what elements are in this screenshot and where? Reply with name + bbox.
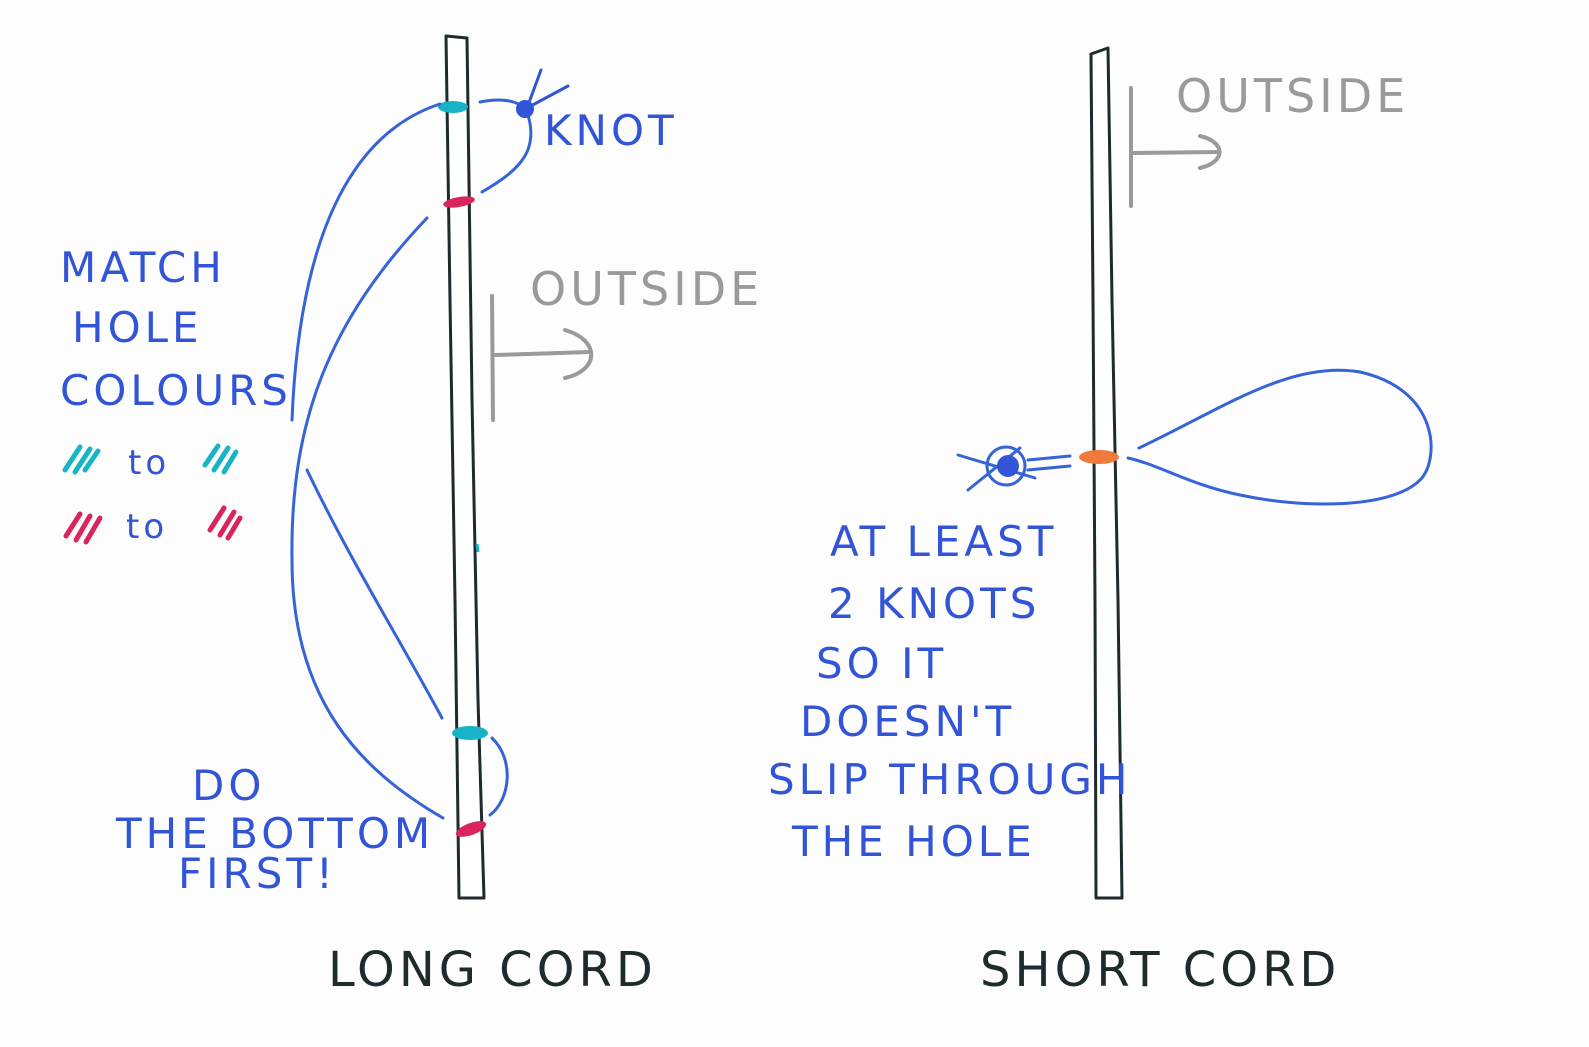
bottom-note-line-3: FIRST! <box>178 849 337 898</box>
short-cord-label: SHORT CORD <box>980 942 1340 998</box>
short-note-line-4: DOESN'T <box>800 697 1015 746</box>
knot-label: KNOT <box>544 106 678 155</box>
instruction-line-3: COLOURS <box>60 366 292 415</box>
instruction-line-1: MATCH <box>60 243 226 292</box>
top-teal-hole <box>438 101 468 113</box>
short-knot-dot <box>997 455 1019 477</box>
legend-swatches <box>62 443 243 545</box>
top-red-hole <box>443 196 475 208</box>
short-pole <box>1089 46 1124 900</box>
red-swatch-right <box>207 505 243 541</box>
teal-swatch-left <box>62 444 101 475</box>
tiny-teal-mark <box>475 543 480 553</box>
red-swatch-left <box>63 511 103 545</box>
bottom-note-line-2: THE BOTTOM <box>115 809 434 858</box>
short-outside-arrow <box>1129 86 1222 208</box>
long-cord-label: LONG CORD <box>328 942 657 998</box>
short-note-line-3: SO IT <box>816 639 947 688</box>
teal-swatch-right <box>202 443 239 475</box>
short-note-line-2: 2 KNOTS <box>828 579 1040 628</box>
bottom-note-line-1: DO <box>192 761 265 810</box>
legend-to-teal: to <box>128 443 170 483</box>
orange-hole <box>1079 450 1119 464</box>
knot-dot <box>516 100 534 118</box>
instruction-line-2: HOLE <box>72 303 203 352</box>
long-cord-diagram <box>290 34 594 900</box>
long-cord-lines <box>290 98 533 820</box>
short-note-line-1: AT LEAST <box>830 517 1057 566</box>
short-cord-diagram <box>956 46 1433 900</box>
bottom-teal-hole <box>452 726 488 740</box>
long-outside-label: OUTSIDE <box>530 262 763 316</box>
long-pole <box>444 34 486 900</box>
short-note-line-5: SLIP THROUGH <box>768 755 1131 804</box>
bottom-red-hole <box>455 821 487 837</box>
short-note-line-6: THE HOLE <box>791 817 1036 866</box>
short-cord-lines <box>956 368 1433 506</box>
long-outside-arrow <box>490 294 594 422</box>
legend-to-red: to <box>126 507 168 547</box>
short-outside-label: OUTSIDE <box>1176 69 1409 123</box>
